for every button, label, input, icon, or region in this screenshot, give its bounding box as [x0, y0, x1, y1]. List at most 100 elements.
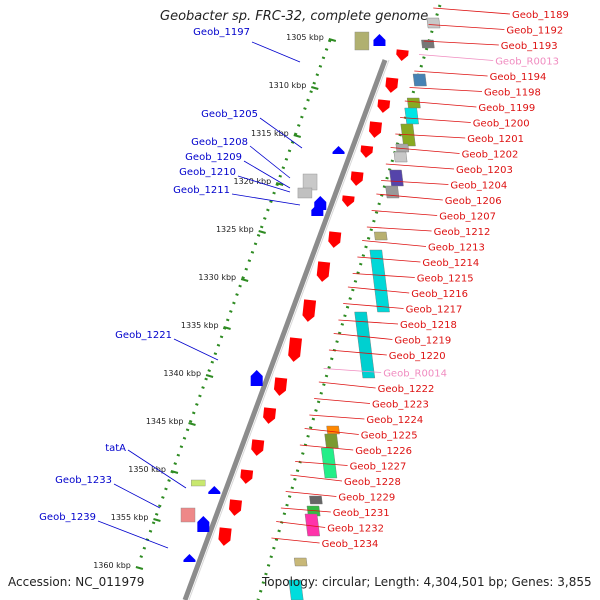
feature-block: [404, 107, 419, 125]
backbone-highlight: [188, 59, 390, 600]
labels: Geob_1197 Geob_1205 Geob_1208 Geob_1209 Geob…: [39, 10, 569, 550]
feature-block: [374, 231, 388, 241]
right-label-connector: [409, 87, 483, 92]
left-label-connector: [173, 338, 219, 361]
forward-gene-arrow: [316, 261, 331, 282]
left-gene-label: Geob_1208: [191, 137, 248, 148]
topology-text: Topology: circular; Length: 4,304,501 bp…: [262, 575, 592, 589]
left-gene-label: Geob_1197: [193, 27, 250, 38]
right-gene-label: Geob_1222: [378, 384, 435, 395]
right-gene-label: Geob_1206: [445, 196, 502, 207]
gene-features: [180, 17, 441, 600]
reverse-feature-block: [191, 479, 206, 487]
feature-block: [324, 433, 339, 449]
right-rna-label: Geob_R0013: [495, 57, 559, 68]
kbp-tick: [170, 470, 179, 474]
forward-gene-arrow: [251, 439, 265, 456]
kbp-tick: [205, 374, 214, 378]
right-label-connector: [404, 100, 477, 108]
right-gene-label: Geob_1202: [462, 150, 519, 161]
kbp-ticks: 1305 kbp 1310 kbp 1315 kbp 1320 kbp 1325 kbp…: [93, 33, 337, 570]
reverse-feature-block: [297, 187, 313, 199]
kbp-tick: [275, 182, 284, 186]
feature-block: [320, 447, 338, 479]
kbp-marker-label: 1315 kbp: [251, 129, 289, 138]
right-label-connector: [395, 133, 466, 139]
feature-block: [412, 73, 427, 87]
left-gene-label: Geob_1209: [185, 152, 242, 163]
left-label-connector: [127, 449, 187, 489]
feature-block: [426, 17, 441, 29]
right-label-connector: [371, 210, 438, 216]
right-gene-label: Geob_1212: [434, 227, 491, 238]
kbp-marker-label: 1310 kbp: [269, 81, 307, 90]
right-label-connector: [309, 414, 365, 420]
right-label-connector: [352, 273, 415, 278]
right-label-connector: [318, 381, 376, 389]
feature-block: [354, 311, 376, 379]
forward-gene-arrow: [240, 469, 254, 484]
right-label-connector: [304, 428, 359, 435]
right-gene-label: Geob_1207: [439, 212, 496, 223]
right-label-connector: [433, 7, 511, 15]
right-gene-label: Geob_1217: [406, 305, 463, 316]
feature-block: [369, 249, 390, 313]
forward-gene-arrow: [360, 145, 374, 158]
right-gene-label: Geob_1198: [484, 88, 541, 99]
right-label-connector: [366, 226, 432, 232]
right-gene-label: Geob_1223: [372, 400, 429, 411]
right-label-connector: [271, 537, 320, 544]
right-gene-label: Geob_1213: [428, 243, 485, 254]
kbp-tick: [153, 518, 161, 522]
right-gene-label: Geob_1192: [506, 26, 563, 37]
right-gene-label: Geob_1231: [333, 508, 390, 519]
forward-gene-arrow: [342, 195, 355, 207]
feature-block: [389, 169, 404, 187]
right-label-connector: [357, 256, 421, 263]
right-label-connector: [418, 54, 494, 61]
reverse-gene-arrow: [311, 204, 324, 216]
left-label-connector: [237, 175, 291, 193]
right-label-connector: [381, 180, 449, 185]
right-label-connector: [323, 368, 382, 373]
feature-block: [421, 39, 435, 49]
kbp-marker-label: 1355 kbp: [111, 513, 149, 522]
right-label-connector: [338, 319, 399, 325]
left-gene-label: Geob_1210: [179, 167, 236, 178]
kbp-marker-label: 1350 kbp: [128, 465, 166, 474]
reverse-gene-arrow: [197, 516, 210, 532]
left-gene-label: Geob_1239: [39, 512, 96, 523]
right-gene-label: Geob_1201: [467, 134, 524, 145]
right-gene-label: Geob_1194: [490, 72, 547, 83]
accession-text: Accession: NC_011979: [8, 575, 145, 589]
right-gene-label: Geob_1189: [512, 10, 569, 21]
right-label-connector: [314, 398, 371, 404]
right-rna-label: Geob_R0014: [383, 369, 447, 380]
feature-block: [326, 425, 340, 435]
kbp-marker-label: 1360 kbp: [93, 561, 131, 570]
right-label-connector: [376, 193, 443, 201]
label-connectors: [97, 7, 511, 549]
right-gene-label: Geob_1219: [394, 336, 451, 347]
right-label-connector: [343, 303, 404, 309]
left-label-connector: [231, 193, 301, 206]
kbp-marker-label: 1320 kbp: [234, 177, 272, 186]
feature-block: [293, 557, 308, 567]
left-label-connector: [259, 117, 303, 149]
right-label-connector: [328, 349, 387, 356]
left-gene-label: Geob_1205: [201, 109, 258, 120]
feature-block: [309, 495, 323, 505]
right-label-connector: [299, 444, 354, 451]
right-label-connector: [400, 117, 471, 123]
kbp-marker-label: 1340 kbp: [163, 369, 201, 378]
kbp-tick: [311, 86, 319, 90]
right-label-connector: [333, 333, 393, 340]
forward-gene-arrow: [263, 407, 277, 424]
forward-gene-arrow: [218, 527, 232, 546]
forward-gene-arrow: [350, 171, 364, 186]
reverse-gene-arrow: [250, 370, 263, 386]
right-gene-label: Geob_1215: [417, 274, 474, 285]
forward-gene-arrow: [302, 299, 317, 322]
